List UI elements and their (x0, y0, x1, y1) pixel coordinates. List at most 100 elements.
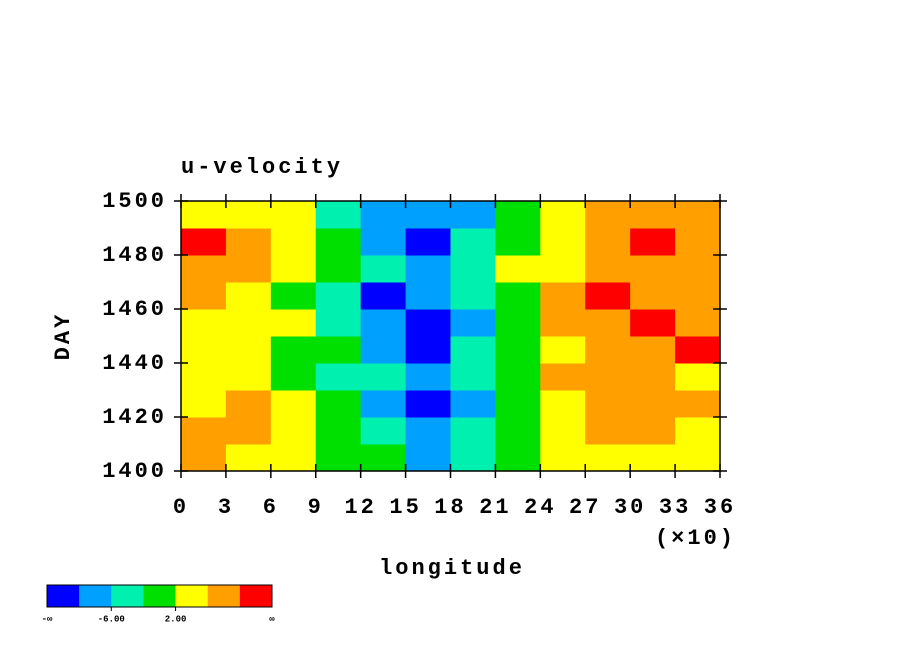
cell (630, 228, 676, 256)
colorbar-end-label: -∞ (42, 614, 53, 624)
cell (405, 228, 451, 256)
x-tick-label: 15 (389, 495, 421, 520)
cell (181, 228, 227, 256)
cell (225, 201, 272, 229)
cell (495, 282, 541, 310)
cell (585, 201, 631, 229)
cell (450, 444, 496, 472)
cell (315, 390, 362, 418)
colorbar-swatch (239, 585, 273, 607)
cell (225, 444, 272, 472)
x-tick-label: 27 (569, 495, 601, 520)
cell (315, 228, 362, 256)
cell (360, 390, 407, 418)
cell (675, 363, 721, 391)
cell (181, 309, 227, 337)
colorbar-tick-label: 2.00 (165, 614, 187, 624)
cell (540, 363, 586, 391)
cell (225, 363, 272, 391)
cell (540, 444, 586, 472)
cell (315, 309, 362, 337)
y-tick-label: 1400 (102, 459, 167, 484)
cell (585, 255, 631, 283)
cell (540, 255, 586, 283)
cell (540, 282, 586, 310)
cell (225, 255, 272, 283)
cell (405, 390, 451, 418)
colorbar-swatch (47, 585, 80, 607)
y-tick-label: 1440 (102, 351, 167, 376)
cell (360, 336, 407, 364)
cell (585, 363, 631, 391)
cell (225, 336, 272, 364)
x-tick-label: 9 (308, 495, 324, 520)
cell (270, 309, 317, 337)
cell (181, 417, 227, 445)
x-axis-label: longitude (379, 556, 525, 581)
cell (315, 363, 362, 391)
cell (270, 228, 317, 256)
cell (360, 255, 407, 283)
y-axis-label: DAY (51, 312, 76, 361)
cell (630, 390, 676, 418)
cell (675, 309, 721, 337)
cell (270, 417, 317, 445)
cell (675, 228, 721, 256)
cell (450, 228, 496, 256)
cell (181, 390, 227, 418)
cell (360, 201, 407, 229)
cell (450, 417, 496, 445)
cell (675, 417, 721, 445)
cell (675, 336, 721, 364)
cell (630, 309, 676, 337)
x-tick-label: 21 (479, 495, 511, 520)
cell (270, 282, 317, 310)
cell (181, 363, 227, 391)
chart-title: u-velocity (181, 155, 343, 180)
cell (630, 336, 676, 364)
cell (630, 444, 676, 472)
cell (540, 201, 586, 229)
cell (540, 336, 586, 364)
cell (181, 201, 227, 229)
cell (585, 282, 631, 310)
cell (225, 390, 272, 418)
cell (405, 201, 451, 229)
x-tick-label: 24 (524, 495, 556, 520)
x-tick-label: 12 (344, 495, 376, 520)
colorbar-end-label: ∞ (269, 614, 275, 624)
x-tick-label: 18 (434, 495, 466, 520)
cell (675, 444, 721, 472)
cell (360, 417, 407, 445)
x-multiplier: (×10) (655, 526, 736, 551)
cell (225, 309, 272, 337)
y-tick-label: 1480 (102, 243, 167, 268)
cell (181, 282, 227, 310)
cell (315, 444, 362, 472)
cell (270, 255, 317, 283)
cell (315, 336, 362, 364)
y-tick-label: 1500 (102, 189, 167, 214)
cell (450, 201, 496, 229)
cell (181, 336, 227, 364)
cell (585, 417, 631, 445)
cell (450, 390, 496, 418)
x-tick-label: 3 (218, 495, 234, 520)
cell (360, 282, 407, 310)
colorbar-swatch (143, 585, 176, 607)
cell (360, 363, 407, 391)
cell (270, 390, 317, 418)
cell (360, 444, 407, 472)
cell (630, 201, 676, 229)
cell (270, 363, 317, 391)
y-tick-label: 1420 (102, 405, 167, 430)
cell (405, 255, 451, 283)
colorbar-frame (46, 584, 273, 608)
cell (315, 201, 362, 229)
x-tick-label: 33 (659, 495, 691, 520)
cell (585, 390, 631, 418)
x-tick-label: 30 (614, 495, 646, 520)
colorbar-swatch (207, 585, 241, 607)
cell (630, 417, 676, 445)
cell (405, 444, 451, 472)
